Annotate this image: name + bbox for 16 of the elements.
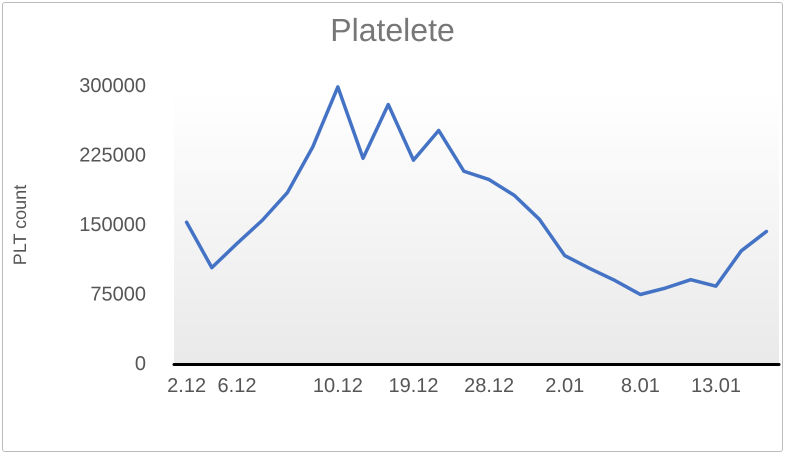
y-tick-label: 300000 [79,75,146,97]
x-tick-label: 28.12 [464,375,514,397]
y-tick-label: 75000 [90,284,146,306]
line-series [184,85,768,296]
chart-title: Platelete [330,12,455,48]
x-tick-label: 19.12 [388,375,439,397]
x-tick-label: 13.01 [690,375,742,397]
y-tick-label: 0 [134,353,146,375]
x-tick-label: 8.01 [620,375,660,397]
x-tick-label: 2.12 [167,375,206,397]
x-tick-label: 2.01 [545,375,584,397]
y-tick-label: 150000 [79,214,146,236]
y-axis-title: PLT count [10,184,30,266]
y-tick-label: 225000 [79,144,146,166]
x-tick-label: 10.12 [312,375,363,397]
x-tick-label: 6.12 [218,375,256,397]
